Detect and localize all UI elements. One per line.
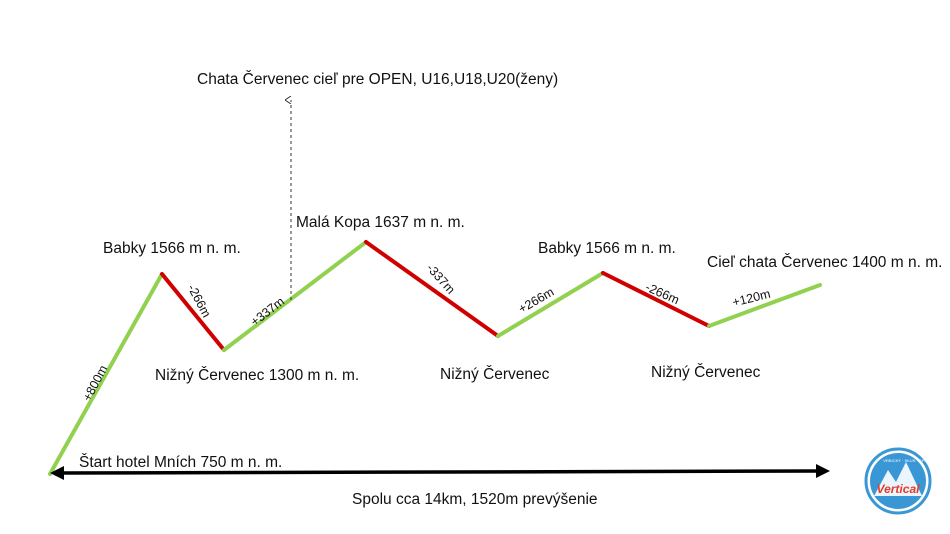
valley-nizny-1-label: Nižný Červenec 1300 m n. m. bbox=[155, 367, 360, 384]
profile-segments bbox=[48, 240, 822, 476]
distance-arrow bbox=[57, 469, 823, 475]
peak-babky-1-label: Babky 1566 m n. m. bbox=[103, 240, 241, 257]
finish-label: Cieľ chata Červenec 1400 m n. m. bbox=[707, 254, 943, 271]
profile-segment-2 bbox=[160, 272, 226, 352]
profile-segment-1 bbox=[48, 272, 164, 476]
profile-segment-6 bbox=[601, 271, 711, 328]
peak-babky-2-label: Babky 1566 m n. m. bbox=[538, 240, 676, 257]
valley-nizny-2-label: Nižný Červenec bbox=[440, 366, 550, 383]
valley-nizny-3-label: Nižný Červenec bbox=[651, 364, 761, 381]
logo-text: Vertical bbox=[877, 482, 921, 496]
finish-note-label: Chata Červenec cieľ pre OPEN, U16,U18,U2… bbox=[197, 71, 559, 88]
logo-small-text: VRBICKÝ · SKUS · SPORT bbox=[883, 458, 933, 463]
start-label: Štart hotel Mních 750 m n. m. bbox=[79, 454, 283, 471]
profile-segment-7 bbox=[707, 283, 822, 328]
profile-segment-5 bbox=[496, 271, 605, 338]
total-summary-label: Spolu cca 14km, 1520m prevýšenie bbox=[352, 491, 598, 508]
distance-arrow-left-head bbox=[50, 466, 64, 480]
distance-arrow-right-head bbox=[816, 464, 830, 478]
profile-segment-4 bbox=[364, 240, 500, 338]
profile-segment-3 bbox=[222, 240, 368, 352]
vertical-logo: Vertical VRBICKÝ · SKUS · SPORT bbox=[864, 447, 933, 515]
peak-mala-kopa-label: Malá Kopa 1637 m n. m. bbox=[296, 214, 465, 231]
